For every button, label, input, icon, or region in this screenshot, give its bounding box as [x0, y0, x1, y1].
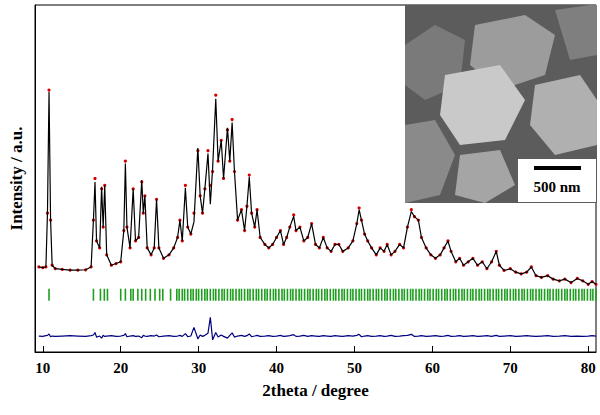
svg-text:70: 70 [503, 360, 518, 376]
svg-text:Intensity / a.u.: Intensity / a.u. [7, 127, 26, 231]
svg-text:20: 20 [113, 360, 128, 376]
svg-text:50: 50 [347, 360, 362, 376]
svg-text:60: 60 [425, 360, 440, 376]
svg-text:2theta / degree: 2theta / degree [262, 381, 369, 400]
svg-text:500 nm: 500 nm [533, 179, 581, 195]
svg-text:10: 10 [35, 360, 50, 376]
svg-text:40: 40 [269, 360, 284, 376]
svg-text:80: 80 [581, 360, 596, 376]
svg-text:30: 30 [191, 360, 206, 376]
